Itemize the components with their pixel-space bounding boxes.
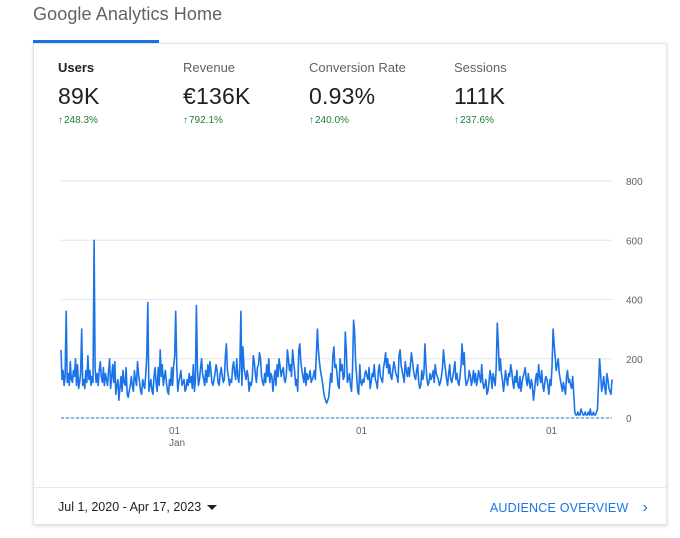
caret-down-icon [207, 504, 218, 510]
x-tick-label: 01 [546, 426, 558, 437]
audience-overview-label: AUDIENCE OVERVIEW [489, 501, 629, 515]
metric-change-value: 240.0% [315, 115, 349, 126]
date-range-dropdown[interactable]: Jul 1, 2020 - Apr 17, 2023 [58, 500, 218, 514]
metric-users[interactable]: Users 89K ↑248.3% [58, 60, 100, 126]
chevron-right-icon: › [642, 499, 648, 516]
x-tick-label: 01 [169, 426, 181, 437]
tab-indicator [33, 40, 159, 43]
arrow-up-icon: ↑ [309, 115, 314, 126]
audience-overview-link[interactable]: AUDIENCE OVERVIEW › [490, 499, 648, 517]
metric-sessions[interactable]: Sessions 111K ↑237.6% [454, 60, 507, 126]
footer-divider [34, 487, 666, 488]
metric-change: ↑240.0% [309, 115, 406, 126]
page-title: Google Analytics Home [33, 4, 223, 24]
analytics-card: Users 89K ↑248.3% Revenue €136K ↑792.1% … [33, 43, 667, 525]
metric-label: Sessions [454, 60, 507, 75]
metric-value: 89K [58, 83, 100, 109]
arrow-up-icon: ↑ [58, 115, 63, 126]
metric-change: ↑237.6% [454, 115, 507, 126]
metric-change: ↑792.1% [183, 115, 251, 126]
metric-label: Conversion Rate [309, 60, 406, 75]
date-range-label: Jul 1, 2020 - Apr 17, 2023 [58, 500, 202, 514]
metric-label: Users [58, 60, 95, 75]
metric-value: 0.93% [309, 83, 376, 109]
x-tick-label: 01 [356, 426, 368, 437]
arrow-up-icon: ↑ [183, 115, 188, 126]
series-line-users [60, 239, 613, 416]
y-tick-label: 800 [626, 177, 643, 188]
metric-conversion-rate[interactable]: Conversion Rate 0.93% ↑240.0% [309, 60, 406, 126]
x-tick-sublabel: Jan [169, 438, 185, 449]
metric-change-value: 248.3% [64, 115, 98, 126]
y-tick-label: 200 [626, 355, 643, 366]
metrics-row: Users 89K ↑248.3% Revenue €136K ↑792.1% … [34, 44, 666, 144]
metric-change-value: 792.1% [189, 115, 223, 126]
metric-value: 111K [454, 83, 506, 109]
metric-value: €136K [183, 83, 251, 109]
y-tick-label: 600 [626, 236, 643, 247]
y-tick-label: 400 [626, 296, 643, 307]
y-tick-label: 0 [626, 414, 632, 425]
metric-label: Revenue [183, 60, 236, 75]
arrow-up-icon: ↑ [454, 115, 459, 126]
metric-change-value: 237.6% [460, 115, 494, 126]
metric-change: ↑248.3% [58, 115, 100, 126]
metric-revenue[interactable]: Revenue €136K ↑792.1% [183, 60, 251, 126]
